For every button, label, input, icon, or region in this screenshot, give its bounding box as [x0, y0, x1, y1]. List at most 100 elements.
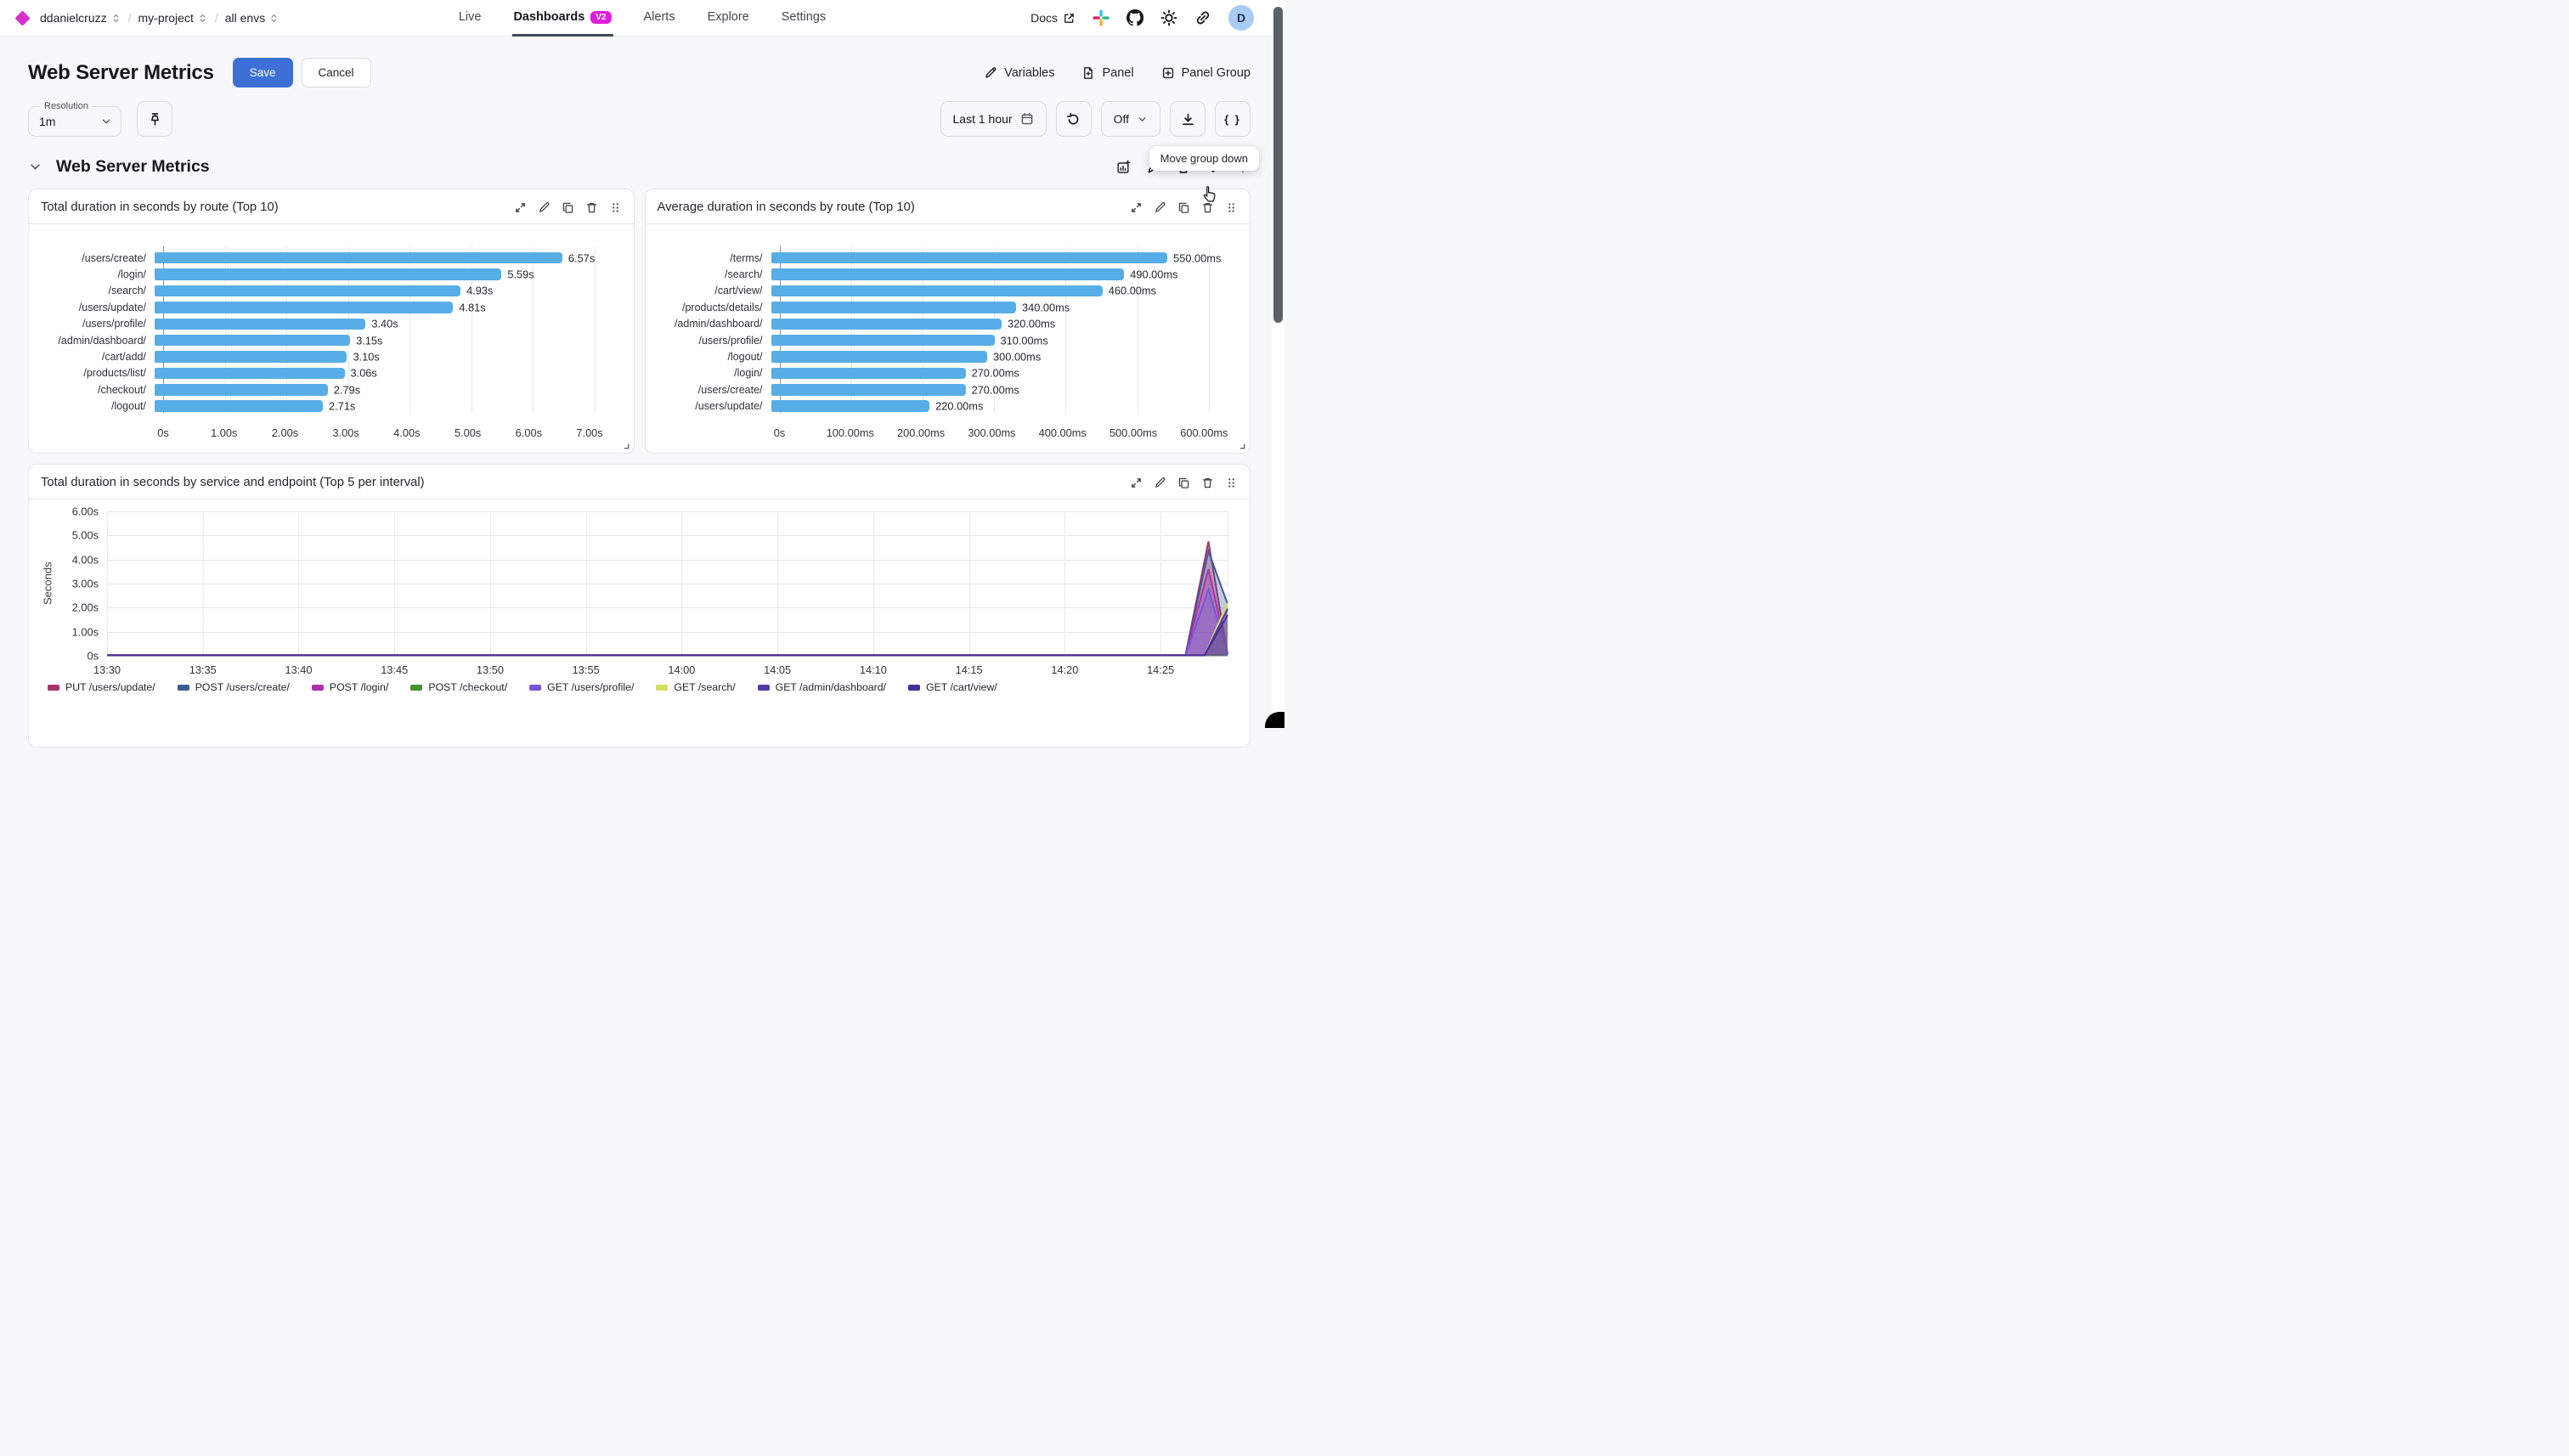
bar[interactable] — [155, 302, 454, 313]
x-axis-tick-label: 7.00s — [576, 426, 603, 439]
page-scrollbar[interactable] — [1272, 0, 1284, 728]
bar-row: /users/profile/3.40s — [29, 316, 629, 332]
plot-area[interactable] — [107, 511, 1228, 657]
duplicate-panel-icon[interactable] — [1177, 477, 1190, 489]
tab-dashboards[interactable]: Dashboards V2 — [511, 0, 613, 37]
tab-alerts[interactable]: Alerts — [642, 0, 677, 37]
bar[interactable] — [155, 251, 562, 264]
y-axis-tick-label: 4.00s — [71, 553, 99, 567]
bar-track: 3.10s — [155, 350, 624, 364]
gridline — [409, 246, 411, 413]
bar[interactable] — [771, 384, 966, 396]
drag-panel-handle[interactable] — [1225, 477, 1238, 489]
expand-panel-icon[interactable] — [514, 201, 527, 214]
edit-panel-icon[interactable] — [1154, 201, 1166, 214]
bar[interactable] — [771, 302, 1016, 313]
json-editor-button[interactable]: { } — [1215, 101, 1251, 137]
add-chart-to-group-button[interactable] — [1116, 160, 1132, 175]
bar-row: /products/list/3.06s — [29, 365, 629, 381]
bar-value-label: 2.79s — [333, 383, 361, 397]
legend-item[interactable]: GET /users/profile/ — [529, 681, 634, 693]
drag-panel-handle[interactable] — [1225, 201, 1238, 214]
tab-settings[interactable]: Settings — [780, 0, 827, 37]
breadcrumb-project[interactable]: my-project — [138, 11, 208, 25]
user-avatar[interactable]: D — [1228, 5, 1254, 31]
bar[interactable] — [155, 285, 461, 297]
edit-panel-icon[interactable] — [538, 201, 550, 214]
expand-panel-icon[interactable] — [1130, 477, 1143, 489]
bar[interactable] — [155, 367, 345, 380]
time-range-button[interactable]: Last 1 hour — [940, 101, 1047, 137]
tab-live[interactable]: Live — [457, 0, 483, 37]
bar-category-label: /users/profile/ — [698, 334, 763, 347]
bar[interactable] — [771, 334, 995, 347]
legend-item[interactable]: GET /admin/dashboard/ — [757, 681, 886, 693]
panel-group-label: Panel Group — [1181, 65, 1251, 80]
bar[interactable] — [771, 400, 930, 412]
expand-panel-icon[interactable] — [1130, 201, 1143, 214]
x-axis-tick-label: 0s — [157, 426, 169, 439]
bar[interactable] — [155, 384, 328, 396]
bar[interactable] — [771, 268, 1125, 280]
bar-value-label: 3.10s — [353, 350, 380, 364]
breadcrumb-separator: / — [127, 11, 132, 25]
gridline — [489, 511, 491, 656]
bar-row: /cart/view/460.00ms — [646, 283, 1245, 299]
docs-link[interactable]: Docs — [1030, 11, 1076, 25]
legend-item[interactable]: PUT /users/update/ — [48, 681, 155, 693]
auto-refresh-select[interactable]: Off — [1100, 101, 1160, 137]
legend-item[interactable]: GET /cart/view/ — [907, 681, 997, 693]
duplicate-panel-icon[interactable] — [562, 201, 574, 214]
add-panel-group-button[interactable]: Panel Group — [1161, 66, 1251, 80]
gridline — [107, 535, 1228, 537]
bar[interactable] — [771, 318, 1002, 330]
delete-panel-icon[interactable] — [1201, 201, 1214, 214]
bar[interactable] — [771, 285, 1103, 297]
resolution-select[interactable]: Resolution 1m — [28, 101, 121, 137]
refresh-icon — [1067, 112, 1079, 125]
bar[interactable] — [771, 367, 966, 380]
bar[interactable] — [155, 334, 351, 347]
resize-handle[interactable] — [621, 441, 630, 449]
collapse-group-button[interactable] — [28, 160, 42, 174]
tab-explore[interactable]: Explore — [706, 0, 751, 37]
variables-label: Variables — [1004, 65, 1055, 80]
save-button[interactable]: Save — [232, 58, 293, 87]
pin-resolution-button[interactable] — [137, 101, 172, 137]
gridline — [202, 511, 204, 656]
bar[interactable] — [155, 268, 502, 280]
bar[interactable] — [155, 318, 366, 330]
panels-row: Total duration in seconds by route (Top … — [28, 189, 1251, 454]
refresh-button[interactable] — [1055, 101, 1092, 137]
edit-panel-icon[interactable] — [1154, 477, 1166, 489]
legend-item[interactable]: POST /login/ — [311, 681, 388, 693]
scrollbar-thumb[interactable] — [1273, 7, 1283, 323]
legend-item[interactable]: POST /checkout/ — [410, 681, 507, 693]
bar[interactable] — [771, 351, 988, 363]
cancel-button[interactable]: Cancel — [301, 58, 371, 87]
corner-overlay — [1265, 712, 1284, 728]
bar-chart: /users/create/6.57s/login/5.59s/search/4… — [29, 224, 634, 443]
drag-panel-handle[interactable] — [609, 201, 622, 214]
breadcrumb-org[interactable]: ddanielcruzz — [40, 11, 121, 25]
bar-row: /logout/300.00ms — [646, 348, 1245, 364]
resize-handle[interactable] — [1237, 441, 1245, 449]
bar-category-label: /search/ — [108, 285, 146, 297]
variables-button[interactable]: Variables — [984, 66, 1054, 80]
link-icon[interactable] — [1194, 9, 1211, 26]
bar[interactable] — [771, 251, 1168, 264]
github-icon[interactable] — [1126, 9, 1143, 26]
duplicate-panel-icon[interactable] — [1177, 201, 1190, 214]
app-logo[interactable] — [14, 9, 31, 26]
bar[interactable] — [155, 351, 347, 363]
bar[interactable] — [155, 400, 323, 412]
legend-item[interactable]: GET /search/ — [656, 681, 736, 693]
breadcrumb-env[interactable]: all envs — [225, 11, 279, 25]
download-button[interactable] — [1170, 101, 1205, 137]
delete-panel-icon[interactable] — [1201, 477, 1214, 489]
add-panel-button[interactable]: Panel — [1081, 66, 1134, 80]
slack-icon[interactable] — [1093, 9, 1109, 26]
theme-toggle-sun-icon[interactable] — [1160, 9, 1177, 26]
delete-panel-icon[interactable] — [585, 201, 598, 214]
legend-item[interactable]: POST /users/create/ — [177, 681, 290, 693]
